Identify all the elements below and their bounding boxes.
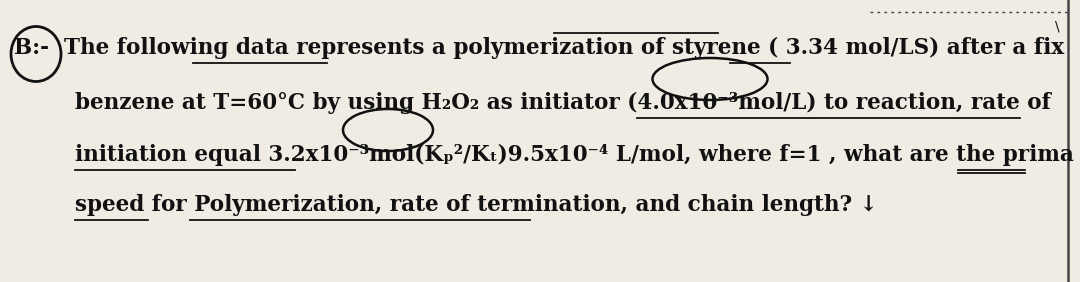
Text: initiation equal 3.2x10⁻³mol(Kₚ²/Kₜ)9.5x10⁻⁴ L/mol, where f=1 , what are the pri: initiation equal 3.2x10⁻³mol(Kₚ²/Kₜ)9.5x…: [75, 144, 1074, 166]
Text: \: \: [1055, 20, 1059, 34]
Text: speed for Polymerization, rate of termination, and chain length? ↓: speed for Polymerization, rate of termin…: [75, 194, 878, 216]
Text: benzene at T=60°C by using H₂O₂ as initiator (4.0x10⁻³mol/L) to reaction, rate o: benzene at T=60°C by using H₂O₂ as initi…: [75, 92, 1051, 114]
Text: B:-  The following data represents a polymerization of styrene ( 3.34 mol/LS) af: B:- The following data represents a poly…: [14, 37, 1064, 59]
